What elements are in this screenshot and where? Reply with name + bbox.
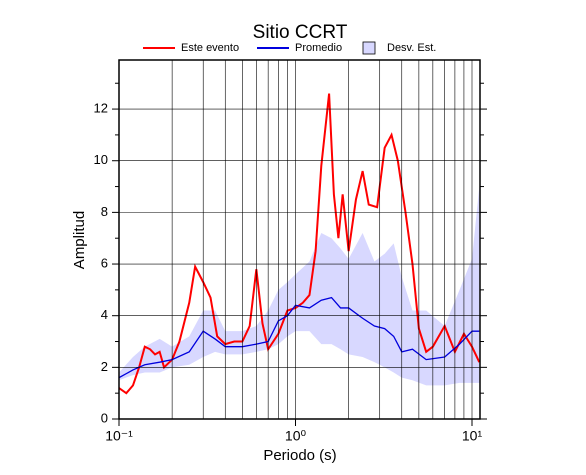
series-line	[119, 93, 480, 395]
y-axis-label: Amplitud	[71, 211, 88, 269]
y-tick-label: 2	[101, 359, 108, 374]
y-tick-label: 4	[101, 307, 108, 322]
legend-label: Desv. Est.	[387, 42, 436, 54]
legend-label: Este evento	[181, 42, 239, 54]
series-line	[119, 296, 480, 379]
x-tick-label: 10¹	[462, 428, 483, 444]
y-tick-label: 8	[101, 204, 108, 219]
plot-area	[119, 93, 480, 395]
x-tick-label: 10⁰	[285, 428, 307, 444]
chart-title: Sitio CCRT	[253, 22, 348, 43]
x-tick-label: 10⁻¹	[105, 428, 133, 444]
x-axis-label: Periodo (s)	[263, 447, 336, 464]
y-tick-label: 0	[101, 410, 108, 425]
legend-label: Promedio	[295, 42, 342, 54]
y-tick-label: 6	[101, 255, 108, 270]
legend-swatch	[362, 41, 376, 55]
y-tick-label: 10	[94, 152, 108, 167]
y-tick-label: 12	[94, 101, 108, 116]
